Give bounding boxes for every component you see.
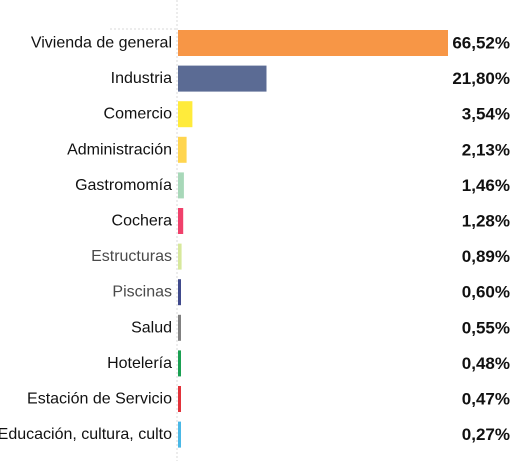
- category-label-industria: Industria: [111, 70, 172, 87]
- category-label-gastromomia: Gastromomía: [75, 177, 172, 194]
- category-label-cochera: Cochera: [112, 213, 173, 230]
- category-label-piscinas: Piscinas: [112, 284, 172, 301]
- category-label-salud: Salud: [131, 319, 172, 336]
- bars-group: [178, 30, 448, 448]
- value-label-estructuras: 0,89%: [462, 247, 510, 266]
- bar-vivienda-de-general: [178, 30, 448, 56]
- bar-salud: [178, 314, 181, 341]
- value-labels-group: 66,52% 21,80% 3,54% 2,13% 1,46% 1,28% 0,89% 0,6…: [452, 34, 510, 445]
- category-label-vivienda-de-general: Vivienda de general: [31, 35, 172, 52]
- category-label-estacion-de-servicio: Estación de Servicio: [27, 391, 172, 408]
- category-label-estructuras: Estructuras: [91, 248, 172, 265]
- bar-comercio: [178, 101, 193, 128]
- value-label-industria: 21,80%: [452, 69, 510, 88]
- bar-gastromomia: [178, 172, 184, 199]
- value-label-piscinas: 0,60%: [462, 283, 510, 302]
- bar-estacion-de-servicio: [178, 386, 181, 412]
- value-label-comercio: 3,54%: [462, 105, 510, 124]
- value-label-vivienda-de-general: 66,52%: [452, 34, 510, 53]
- bar-hoteleria: [178, 350, 181, 377]
- category-label-hoteleria: Hotelería: [107, 355, 172, 372]
- category-label-administracion: Administración: [67, 141, 172, 158]
- bar-administracion: [178, 136, 187, 163]
- category-labels-group: Vivienda de general Industria Comercio Admi…: [0, 35, 172, 444]
- value-label-hoteleria: 0,48%: [462, 354, 510, 373]
- category-label-comercio: Comercio: [104, 106, 173, 123]
- bar-estructuras: [178, 243, 182, 270]
- value-label-educacion-cultura-culto: 0,27%: [462, 425, 510, 444]
- bar-cochera: [178, 208, 184, 234]
- category-label-educacion-cultura-culto: Educación, cultura, culto: [0, 426, 172, 443]
- bar-piscinas: [178, 279, 181, 306]
- value-label-estacion-de-servicio: 0,47%: [462, 390, 510, 409]
- value-label-cochera: 1,28%: [462, 212, 510, 231]
- bar-industria: [178, 65, 267, 92]
- value-label-administracion: 2,13%: [462, 140, 510, 159]
- value-label-gastromomia: 1,46%: [462, 176, 510, 195]
- bar-educacion-cultura-culto: [178, 421, 181, 448]
- value-label-salud: 0,55%: [462, 318, 510, 337]
